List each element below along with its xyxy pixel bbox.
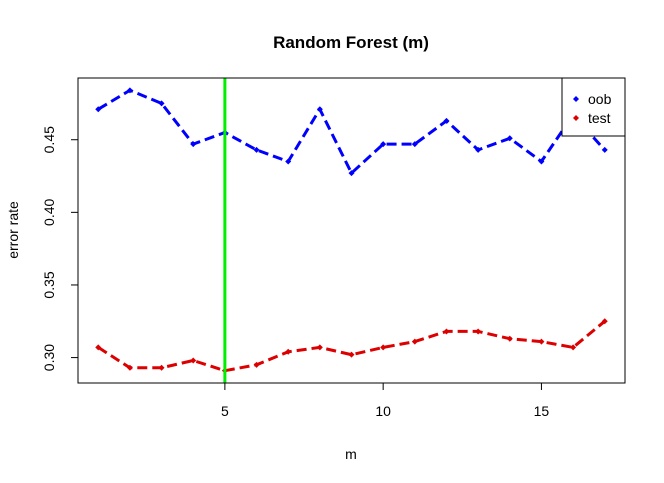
data-point-test — [443, 328, 450, 335]
data-point-oob — [506, 135, 513, 142]
chart-title: Random Forest (m) — [273, 33, 429, 52]
y-axis: 0.30 0.35 0.40 0.45 — [41, 126, 79, 371]
data-point-oob — [443, 117, 450, 124]
data-point-oob — [316, 106, 323, 113]
data-point-oob — [95, 106, 102, 113]
data-point-test — [538, 338, 545, 345]
x-tick-label: 5 — [221, 403, 229, 419]
series-line-oob — [97, 88, 606, 175]
data-point-test — [190, 357, 197, 364]
data-point-test — [285, 348, 292, 355]
data-point-test — [95, 344, 102, 351]
data-point-test — [411, 338, 418, 345]
data-point-test — [316, 344, 323, 351]
data-point-oob — [538, 158, 545, 165]
legend-label-test: test — [588, 110, 611, 126]
y-tick-label: 0.45 — [41, 126, 57, 153]
plot-frame — [77, 77, 626, 384]
y-tick-label: 0.40 — [41, 199, 57, 226]
data-point-oob — [285, 158, 292, 165]
x-axis: 5 10 15 — [221, 382, 550, 419]
series-line-test — [97, 320, 606, 373]
legend-box — [561, 77, 626, 137]
data-point-test — [506, 335, 513, 342]
data-point-test — [570, 344, 577, 351]
data-point-oob — [126, 87, 133, 94]
data-point-test — [348, 351, 355, 358]
data-point-test — [158, 364, 165, 371]
y-axis-label: error rate — [5, 201, 21, 259]
data-point-oob — [190, 141, 197, 148]
data-point-test — [475, 328, 482, 335]
data-point-oob — [253, 146, 260, 153]
data-point-oob — [380, 141, 387, 148]
data-point-test — [380, 344, 387, 351]
legend-marker-oob — [573, 96, 579, 102]
data-point-oob — [411, 141, 418, 148]
y-tick-label: 0.30 — [41, 344, 57, 371]
x-tick-label: 15 — [534, 403, 550, 419]
data-point-oob — [158, 100, 165, 107]
data-point-test — [601, 318, 608, 325]
data-point-test — [253, 361, 260, 368]
data-point-oob — [348, 170, 355, 177]
legend: oob test — [561, 77, 626, 137]
legend-marker-test — [573, 115, 579, 121]
data-point-oob — [601, 146, 608, 153]
legend-label-oob: oob — [588, 91, 612, 107]
x-axis-label: m — [345, 446, 357, 462]
y-tick-label: 0.35 — [41, 271, 57, 298]
data-point-oob — [475, 146, 482, 153]
data-point-test — [126, 364, 133, 371]
x-tick-label: 10 — [375, 403, 391, 419]
